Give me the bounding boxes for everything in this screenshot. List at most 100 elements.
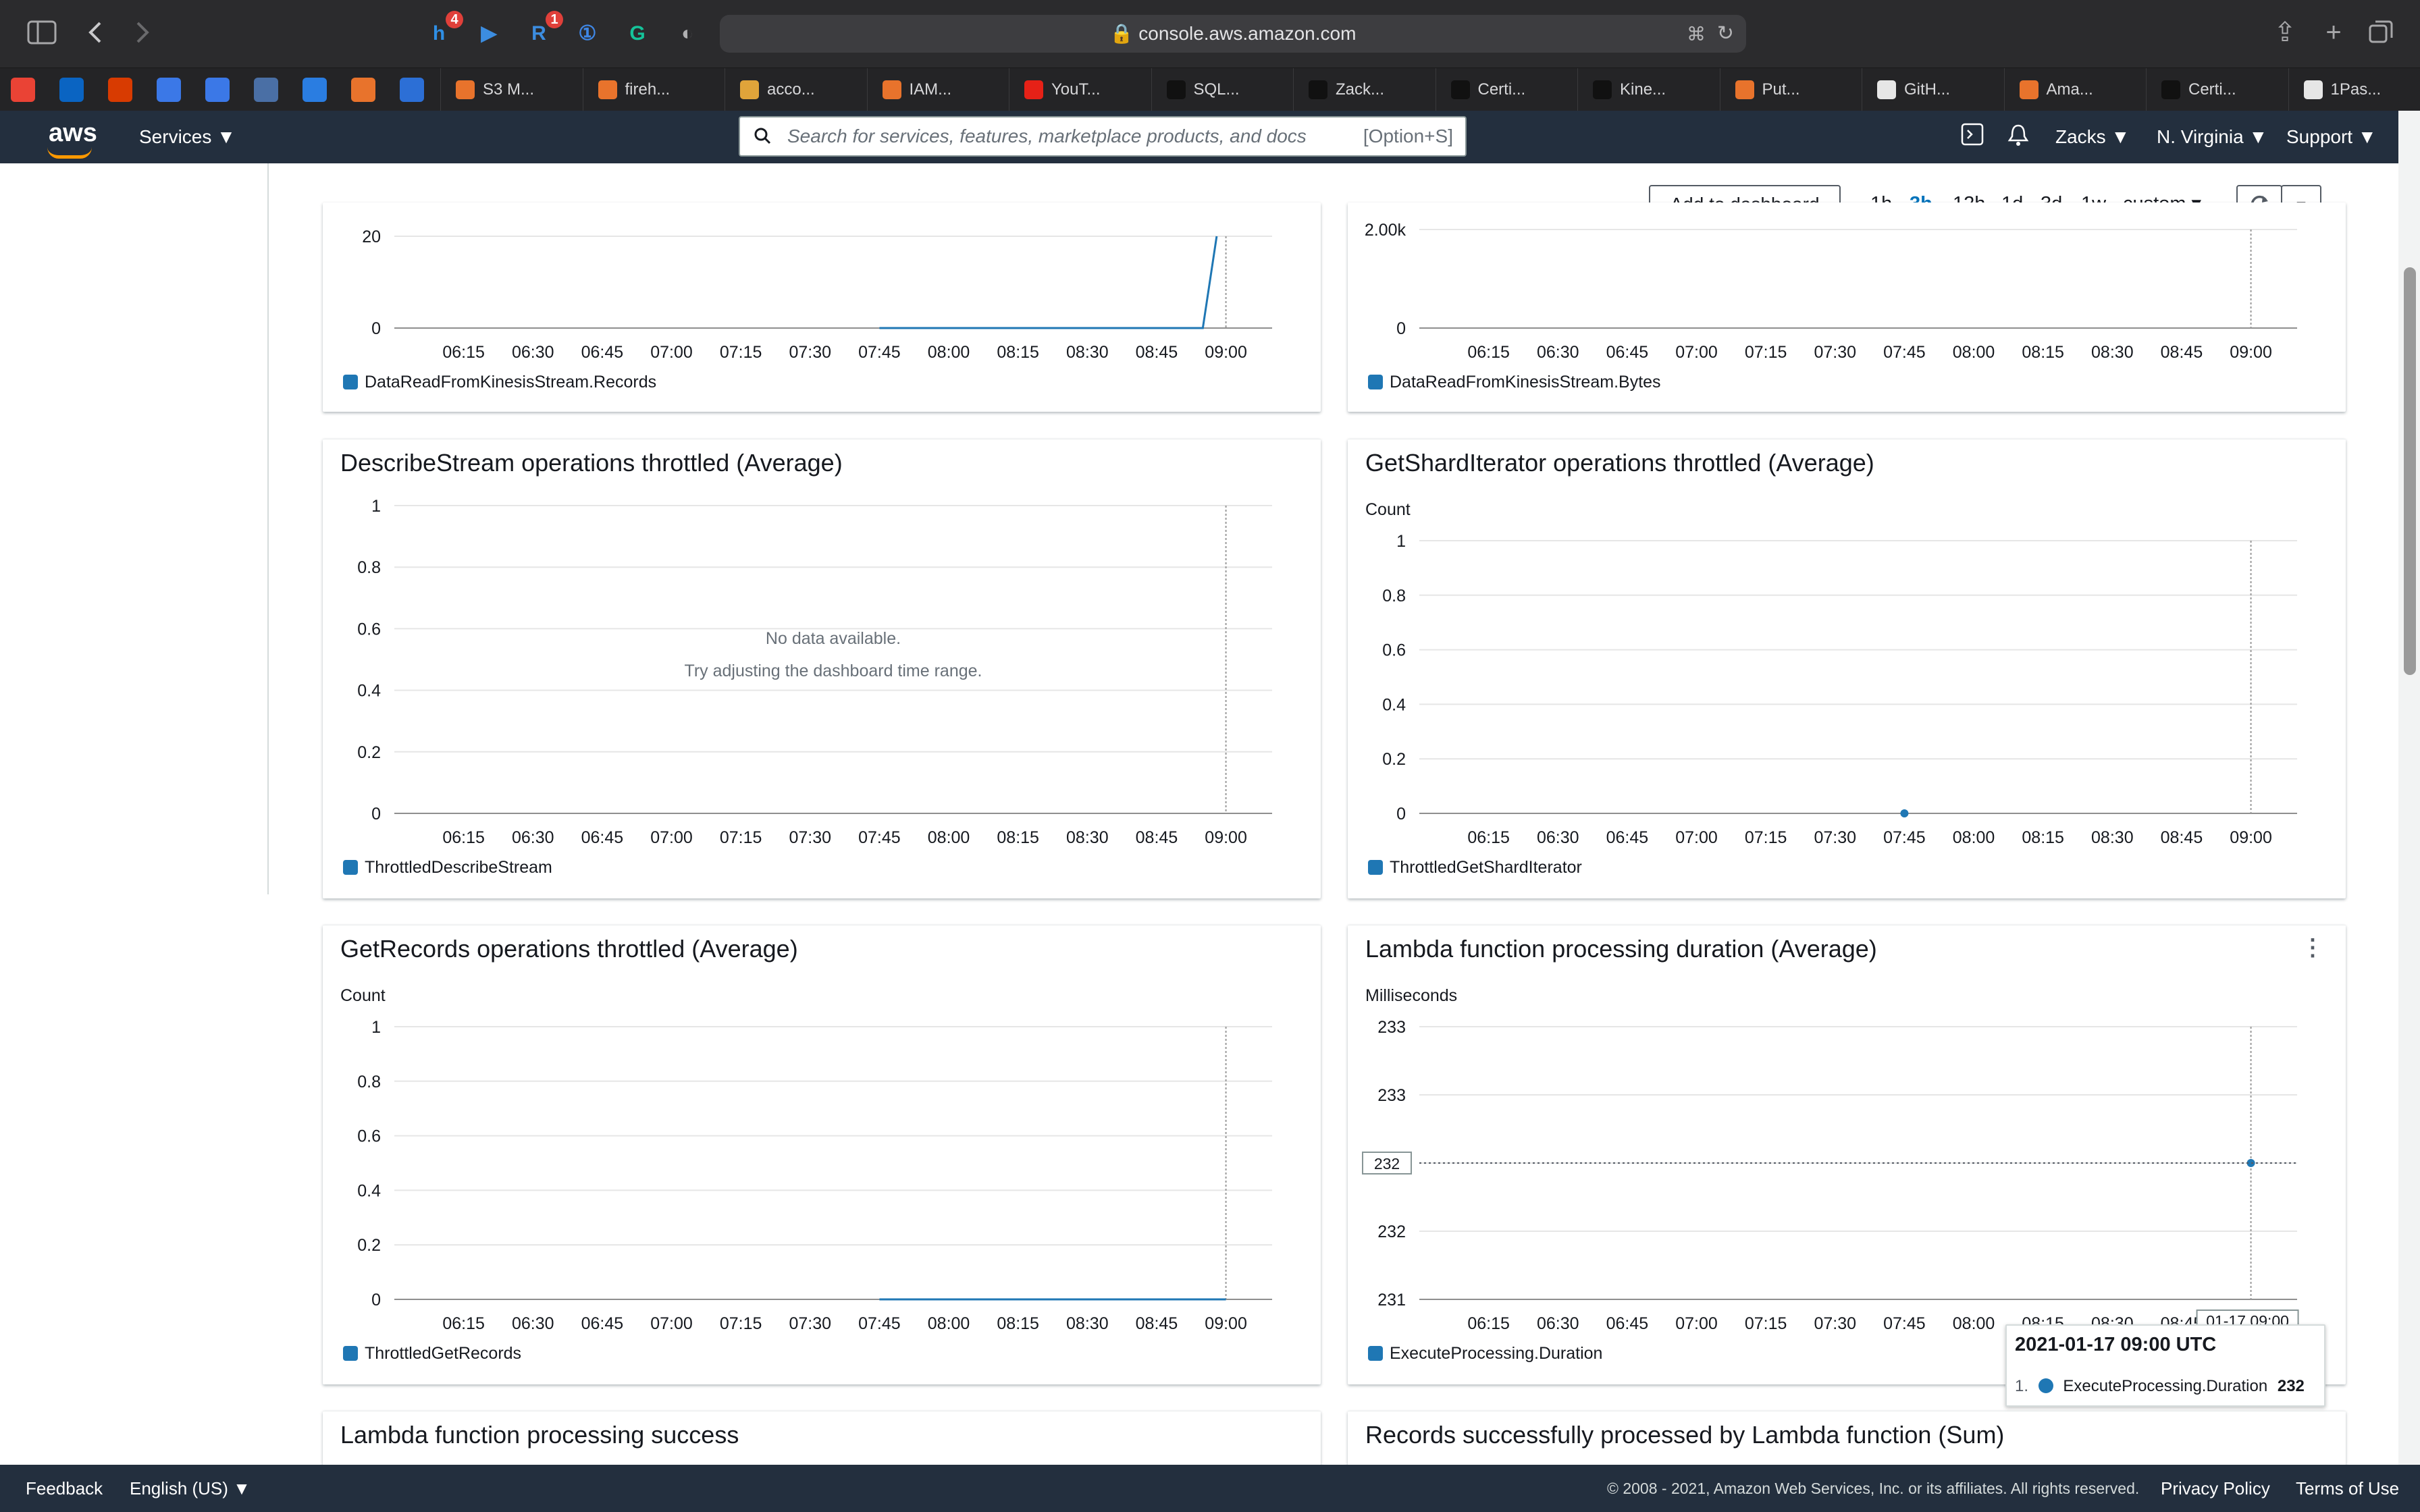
outlook-pinned-icon[interactable] [59,78,84,102]
x-tick-label: 09:00 [2230,343,2272,362]
browser-tab[interactable]: Put... [1719,68,1863,111]
browser-tab[interactable]: fireh... [582,68,726,111]
forward-icon[interactable] [132,19,153,51]
x-tick-label: 07:15 [720,828,762,847]
privacy-policy-link[interactable]: Privacy Policy [2161,1478,2270,1498]
tab-label: S3 M... [483,80,535,99]
browser-tab[interactable]: acco... [725,68,868,111]
chart-legend[interactable]: DataReadFromKinesisStream.Records [343,373,656,392]
legend-swatch-icon [343,375,358,389]
chart-title: GetShardIterator operations throttled (A… [1365,449,1874,477]
y-tick-label: 0.4 [357,1181,381,1200]
chart-legend[interactable]: ThrottledGetShardIterator [1368,858,1582,878]
legend-swatch-icon [1368,1346,1383,1361]
office-pinned-icon[interactable] [108,78,132,102]
chart-title: DescribeStream operations throttled (Ave… [340,449,843,477]
browser-tab[interactable]: GitH... [1862,68,2005,111]
tab-label: Kine... [1620,80,1666,99]
chart-legend[interactable]: DataReadFromKinesisStream.Bytes [1368,373,1661,392]
chart-menu-icon[interactable]: ⋮ [2301,935,2324,961]
browser-tab[interactable]: Zack... [1293,68,1436,111]
arrow-pinned-icon[interactable] [400,78,424,102]
tab-favicon-icon [1450,80,1470,99]
chart-unit-label: Count [340,986,386,1005]
gmail-pinned-icon[interactable] [11,78,35,102]
browser-tab[interactable]: IAM... [866,68,1010,111]
translate-icon[interactable]: ⌘ [1687,24,1706,45]
aws-logo[interactable]: aws [49,119,97,147]
back-icon[interactable] [85,19,105,51]
x-tick-label: 08:45 [1136,1314,1178,1333]
aws-smile-icon [47,147,92,159]
crosshair-y-label-box [1362,1152,1412,1174]
data-point[interactable] [1900,809,1909,817]
x-tick-label: 08:00 [928,343,970,362]
cloudshell-icon[interactable] [1961,123,1984,153]
x-tick-label: 06:30 [512,828,554,847]
aws-pinned-icon[interactable] [351,78,375,102]
tab-overview-icon[interactable] [2367,19,2394,51]
shield-ext-icon[interactable]: ◐ [681,22,694,45]
region-menu[interactable]: N. Virginia ▼ [2157,126,2268,147]
service-search[interactable]: Search for services, features, marketpla… [739,116,1467,157]
tab-label: Ama... [2046,80,2093,99]
x-tick-label: 08:00 [928,828,970,847]
legend-swatch-icon [1368,860,1383,875]
chart-title: Lambda function processing duration (Ave… [1365,935,1877,963]
x-tick-label: 06:15 [442,1314,485,1333]
x-tick-label: 08:00 [928,1314,970,1333]
chart-unit-label: Count [1365,500,1411,519]
notifications-bell-icon[interactable] [2007,123,2030,155]
browser-tab[interactable]: YouT... [1009,68,1152,111]
address-bar[interactable]: 🔒 console.aws.amazon.com ⌘ ↻ [720,15,1746,53]
ring-pinned-icon[interactable] [302,78,327,102]
y-tick-label: 1 [371,497,381,516]
chart-legend[interactable]: ExecuteProcessing.Duration [1368,1344,1602,1364]
caret-down-icon: ▼ [217,126,236,147]
y-tick-label: 0.4 [357,682,381,701]
tab-favicon-icon [1166,80,1186,99]
browser-tab[interactable]: 1Pas... [2288,68,2420,111]
browser-tab[interactable]: S3 M... [440,68,583,111]
x-tick-label: 08:30 [2091,343,2134,362]
scrollbar-thumb[interactable] [2404,267,2416,675]
tab-label: Certi... [2188,80,2236,99]
new-tab-icon[interactable]: + [2325,18,2342,47]
translate2-pinned-icon[interactable] [205,78,230,102]
grammarly-ext-icon[interactable]: G [629,22,646,45]
chart-legend[interactable]: ThrottledDescribeStream [343,858,552,878]
browser-tab[interactable]: Certi... [1435,68,1579,111]
x-tick-label: 07:00 [1675,828,1718,847]
translate-pinned-icon[interactable] [157,78,181,102]
tab-bar: S3 M... fireh... acco... IAM... YouT... SQL..… [0,68,2420,111]
support-menu[interactable]: Support ▼ [2286,126,2377,147]
reload-icon[interactable]: ↻ [1716,22,1734,45]
sidebar-toggle-icon[interactable] [27,20,57,45]
feedback-link[interactable]: Feedback [26,1478,103,1498]
browser-tab[interactable]: SQL... [1151,68,1294,111]
browser-tab[interactable]: Kine... [1577,68,1720,111]
onepassword-ext-icon[interactable]: ① [578,22,597,45]
grid-pinned-icon[interactable] [254,78,278,102]
x-tick-label: 07:30 [1814,1314,1857,1333]
chart-plot: 1 0.8 0.6 0.4 0.2 0 06:15 06:30 06:45 07:00 07:15 0… [357,497,1272,847]
x-tick-label: 06:30 [1537,343,1579,362]
y-tick-label: 0.6 [357,620,381,639]
data-point[interactable] [2246,1159,2255,1167]
browser-tab[interactable]: Certi... [2146,68,2289,111]
legend-label: ExecuteProcessing.Duration [1390,1344,1603,1363]
chart-legend[interactable]: ThrottledGetRecords [343,1344,521,1364]
language-selector[interactable]: English (US) ▼ [130,1478,251,1498]
services-menu[interactable]: Services ▼ [139,126,236,147]
play-ext-icon[interactable]: ▶ [481,22,497,45]
browser-toolbar: h 4 ▶ R 1 ① G ◐ 🔒 console.aws.amazon.com ⌘ ↻ ⇪ … [0,0,2420,68]
account-menu[interactable]: Zacks ▼ [2055,126,2130,147]
x-tick-label: 09:00 [2230,828,2272,847]
terms-of-use-link[interactable]: Terms of Use [2296,1478,2400,1498]
browser-tab[interactable]: Ama... [2003,68,2147,111]
x-tick-label: 08:45 [2161,828,2203,847]
share-icon[interactable]: ⇪ [2273,18,2296,47]
x-tick-label: 07:00 [650,828,693,847]
